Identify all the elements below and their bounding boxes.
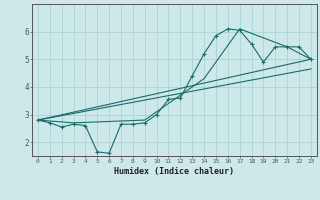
X-axis label: Humidex (Indice chaleur): Humidex (Indice chaleur) [115,167,234,176]
